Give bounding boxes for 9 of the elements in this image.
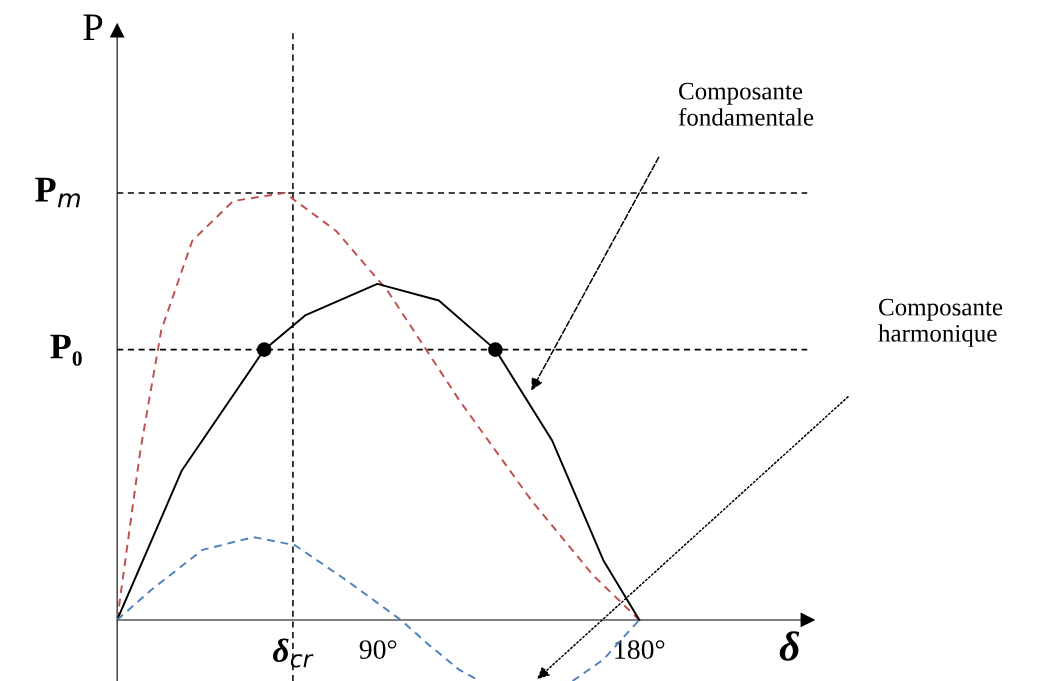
text: Composante fondamentale bbox=[678, 82, 814, 126]
x-tick-label: 180° bbox=[615, 640, 665, 659]
y-axis-title: P bbox=[83, 14, 103, 40]
x-tick-label: 90° bbox=[359, 640, 397, 659]
text: Composante harmonique bbox=[878, 298, 1003, 347]
x-axis-title: δ bbox=[779, 631, 800, 661]
ref-line-label: P$_{m}$ bbox=[35, 177, 80, 208]
ref-line-label: P₀ bbox=[50, 334, 82, 366]
ref-line-label: δ$_{cr}$ bbox=[272, 638, 314, 668]
